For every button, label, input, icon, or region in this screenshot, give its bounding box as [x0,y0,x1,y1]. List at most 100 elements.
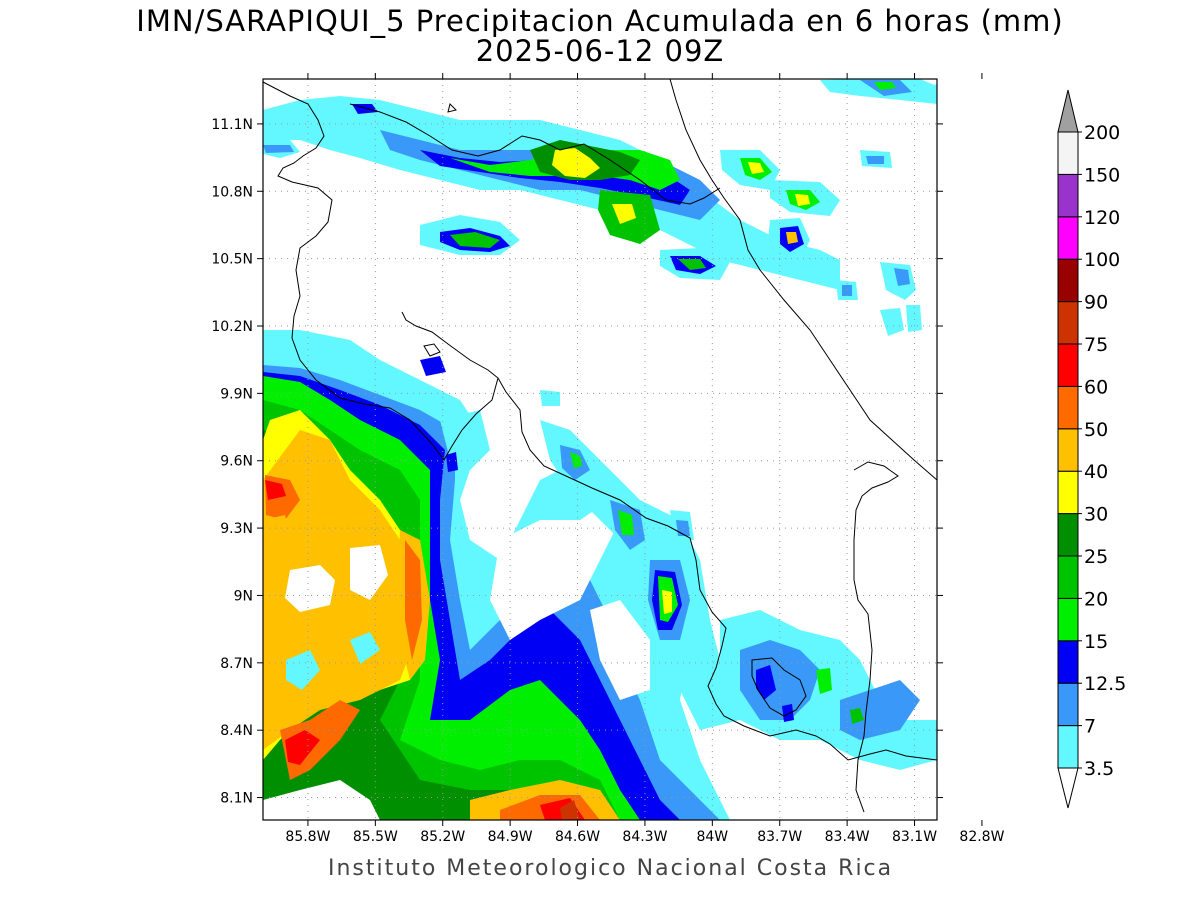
lon-tick-label: 84W [696,829,728,845]
precip-contour-c4 [816,668,832,694]
precip-contour-c2 [894,268,910,286]
precip-contour-c9 [405,540,422,660]
precip-contour-c4 [874,82,896,90]
colorbar-swatch [1057,725,1079,769]
colorbar-swatch [1057,301,1079,345]
lon-tick-label: 82.8W [959,829,1004,845]
precip-contour-c8 [263,515,292,560]
precip-contour-c5 [850,708,864,724]
lon-tick-label: 84.3W [622,829,667,845]
precip-contour-c7 [662,590,672,614]
colorbar-swatch [1057,682,1079,727]
lon-tick-label: 85.8W [285,829,330,845]
colorbar-upper-arrow [1057,89,1079,133]
colorbar-swatch [1057,640,1079,684]
precip-contour-c1 [350,632,380,664]
precip-contour-c1 [906,305,922,332]
colorbar-swatch [1057,385,1079,430]
chart-subtitle-date: 2025-06-12 09Z [475,34,725,68]
colorbar-label: 30 [1084,504,1108,526]
precip-contour-c3 [420,356,446,376]
precip-contour-c3 [782,704,794,722]
lat-lon-grid [263,79,937,820]
colorbar-swatch [1057,428,1079,472]
island-small [423,343,441,357]
precip-contour-c1 [740,235,774,258]
border-nicaragua [349,103,721,205]
lon-tick-label: 84.9W [488,829,533,845]
colorbar-swatch [1057,513,1079,557]
precip-contour-c1 [540,390,560,406]
precip-contour-white [590,600,650,700]
border-panama [853,461,899,813]
colorbar-swatch [1057,555,1079,599]
precip-contour-c3 [756,665,776,700]
precip-contour-c1 [880,308,904,336]
lon-tick-label: 83.1W [892,829,937,845]
colorbar-label: 15 [1084,631,1108,653]
precip-contour-c7 [795,194,810,206]
colorbar-label: 7 [1084,716,1096,738]
lat-tick-label: 8.4N [220,723,253,739]
colorbar-label: 100 [1084,249,1120,271]
precip-contour-c1 [263,96,840,290]
colorbar-label: 12.5 [1084,673,1126,695]
precip-contour-white [285,565,335,612]
precip-contour-white [263,780,380,820]
colorbar-label: 50 [1084,419,1108,441]
lat-tick-label: 11.1N [211,117,253,133]
lon-tick-label: 83.4W [825,829,870,845]
colorbar-swatch [1057,216,1079,260]
precip-contour-c4 [618,510,634,535]
osa-peninsula [751,657,807,717]
precip-contour-c2 [842,285,852,296]
lat-tick-label: 9.3N [220,521,253,537]
colorbar-swatch [1057,343,1079,387]
colorbar-label: 3.5 [1084,758,1114,780]
precip-contour-white [350,545,388,600]
colorbar-swatch [1057,258,1079,303]
colorbar-legend: 3.5 7 12.5 15 20 25 30 40 50 60 75 90 100 120 150 200 [1057,89,1126,809]
precip-contour-c1 [540,420,740,730]
colorbar-swatch [1057,597,1079,642]
lat-tick-label: 9.9N [220,386,253,402]
lat-tick-label: 10.2N [211,319,253,335]
plot-frame [262,78,938,821]
precip-contour-c7 [748,162,764,174]
colorbar-label: 150 [1084,164,1120,186]
lat-tick-label: 10.5N [211,252,253,268]
lat-tick-label: 8.1N [220,791,253,807]
lon-tick-label: 85.5W [353,829,398,845]
colorbar-label: 20 [1084,588,1108,610]
chart-title: IMN/SARAPIQUI_5 Precipitacion Acumulada … [136,4,1064,38]
coastline-nicoya [291,311,499,461]
lat-tick-label: 10.8N [211,184,253,200]
colorbar-label: 120 [1084,207,1120,229]
lat-tick-label: 9N [234,588,253,604]
precip-contour-c5 [678,259,706,270]
lat-tick-label: 9.6N [220,454,253,470]
colorbar-swatch [1057,470,1079,515]
colorbar-label: 200 [1084,122,1120,144]
colorbar-swatch [1057,173,1079,218]
precip-contour-c4 [570,452,582,468]
axes: 11.1N 10.8N 10.5N 10.2N 9.9N 9.6N 9.3N 9N 8.7N 8.… [211,73,1005,845]
coastline-borders [263,79,937,813]
colorbar-label: 60 [1084,376,1108,398]
lon-tick-label: 84.6W [555,829,600,845]
precip-contour-c3 [446,452,458,472]
precip-contour-c5 [450,232,500,248]
footer-institution: Instituto Meteorologico Nacional Costa R… [328,856,894,881]
precip-contour-c11 [560,800,580,820]
precip-contour-c10 [265,480,286,500]
colorbar-label: 40 [1084,461,1108,483]
lon-tick-label: 85.2W [420,829,465,845]
precip-contour-c2 [740,640,820,720]
colorbar-label: 90 [1084,292,1108,314]
precip-contour-c7 [612,204,636,224]
colorbar-label: 25 [1084,546,1108,568]
precip-contour-c7 [552,148,600,178]
colorbar-swatch [1057,131,1079,175]
precip-contour-c1 [930,84,937,104]
